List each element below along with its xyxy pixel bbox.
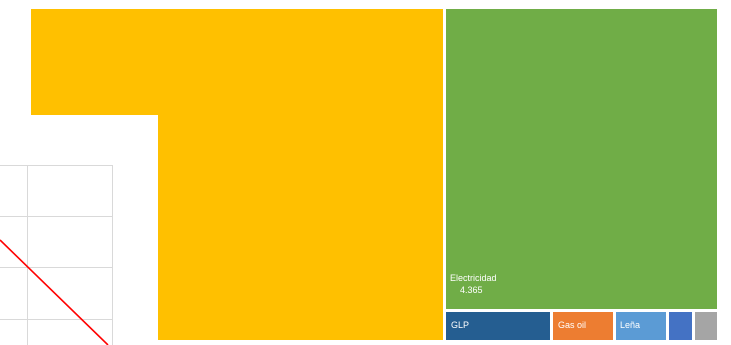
treemap-tile-electricidad: Electricidad 4.365 — [446, 9, 717, 309]
tile-label-lena: Leña — [620, 320, 641, 330]
treemap-tile-lena: Leña — [616, 312, 666, 340]
tile-value-electricidad: 4.365 — [460, 285, 483, 295]
treemap-tile-small-blue — [669, 312, 692, 340]
tile-label-glp: GLP — [451, 320, 470, 330]
treemap-tile-small-gray — [695, 312, 717, 340]
treemap-tile-gas-oil: Gas oil — [553, 312, 613, 340]
overlay-white-panel — [0, 115, 158, 345]
overlay-gridlines — [0, 165, 113, 345]
tile-label-electricidad: Electricidad — [450, 273, 497, 283]
treemap-tile-glp: GLP — [446, 312, 550, 340]
overlay-line-chart — [0, 165, 115, 345]
overlay-series-line — [0, 239, 109, 345]
overlay-line-chart-svg — [0, 165, 113, 345]
tile-label-gas-oil: Gas oil — [558, 320, 587, 330]
